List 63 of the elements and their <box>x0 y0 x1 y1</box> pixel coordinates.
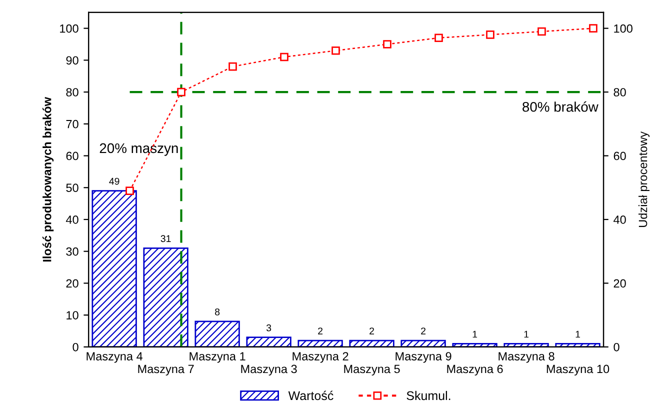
y-tick-label: 10 <box>66 311 78 320</box>
bar <box>349 340 394 347</box>
bar <box>504 343 549 347</box>
x-tick-label: Maszyna 10 <box>546 364 610 376</box>
y-tick-label: 0 <box>72 342 78 352</box>
bar <box>92 190 137 347</box>
point <box>486 30 494 39</box>
data-label: 49 <box>109 178 120 185</box>
x-tick-label: Maszyna 3 <box>241 364 297 376</box>
bar <box>246 336 292 347</box>
legend-label: Wartość <box>288 390 334 400</box>
y-axis-title: Ilość produkowanych braków <box>42 96 54 262</box>
y-tick-label: 100 <box>60 24 78 33</box>
annotation: 20% maszyn <box>100 143 178 156</box>
point <box>589 24 598 32</box>
x-tick-label: Maszyna 7 <box>138 364 194 376</box>
y2-tick-label: 60 <box>614 152 626 160</box>
point <box>177 88 186 96</box>
y-tick-label: 60 <box>66 152 78 160</box>
y-tick-label: 20 <box>66 279 78 288</box>
y-tick-label: 50 <box>66 184 78 192</box>
point <box>538 27 546 36</box>
y-tick-label: 30 <box>66 247 78 256</box>
bar <box>452 343 498 347</box>
legend-label: Skumul. <box>406 390 450 400</box>
y2-axis-title: Udział procentowy <box>638 131 650 227</box>
bar <box>298 340 343 347</box>
y2-tick-label: 0 <box>614 342 620 352</box>
x-tick-label: Maszyna 5 <box>344 364 400 376</box>
data-label: 1 <box>472 330 478 338</box>
y-tick-label: 40 <box>66 216 78 224</box>
x-tick-label: Maszyna 6 <box>447 364 503 376</box>
data-label: 31 <box>160 235 171 242</box>
x-tick-label: Maszyna 9 <box>396 352 452 363</box>
x-tick-label: Maszyna 2 <box>292 352 348 363</box>
bar <box>143 247 188 347</box>
point <box>383 40 392 48</box>
y-tick-label: 70 <box>66 120 78 128</box>
bar <box>400 340 446 347</box>
y2-tick-label: 20 <box>614 279 626 288</box>
data-label: 8 <box>215 308 220 316</box>
y2-tick-label: 100 <box>614 24 632 33</box>
point <box>332 46 340 55</box>
data-label: 1 <box>576 330 580 338</box>
x-tick-label: Maszyna 1 <box>190 352 246 363</box>
ref-line-label: 80% braków <box>522 101 598 112</box>
data-label: 3 <box>266 324 272 332</box>
y2-tick-label: 80 <box>614 88 626 96</box>
y-tick-label: 90 <box>66 56 78 65</box>
x-tick-label: Maszyna 4 <box>86 352 143 363</box>
data-label: 2 <box>421 328 426 334</box>
point <box>126 186 134 195</box>
bar <box>555 343 600 347</box>
point <box>280 52 288 62</box>
point <box>228 62 237 71</box>
bar <box>194 320 240 347</box>
y2-tick-label: 40 <box>614 216 626 224</box>
point <box>434 34 443 42</box>
data-label: 2 <box>370 328 374 334</box>
data-label: 2 <box>318 328 323 334</box>
x-tick-label: Maszyna 8 <box>498 352 554 363</box>
data-label: 1 <box>524 330 529 338</box>
y-tick-label: 80 <box>66 88 78 96</box>
